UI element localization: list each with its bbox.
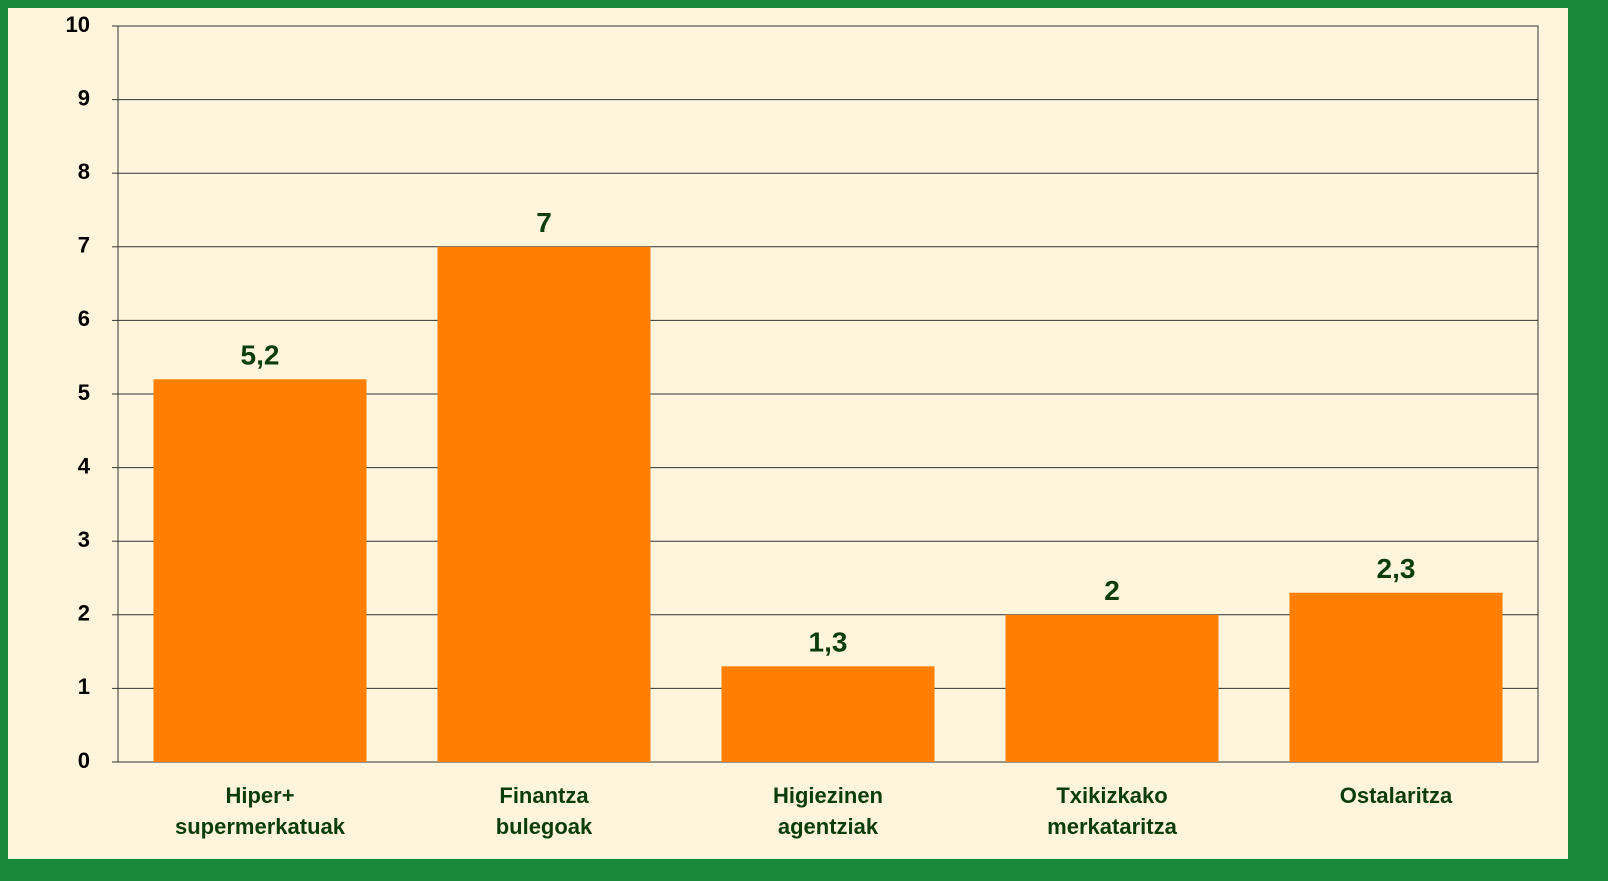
- y-tick-label: 6: [78, 306, 90, 331]
- y-tick-label: 1: [78, 674, 90, 699]
- y-tick-label: 4: [78, 453, 91, 478]
- y-tick-label: 10: [66, 12, 90, 37]
- x-tick-label: Hiper+ supermerkatuak: [175, 783, 346, 839]
- y-tick-label: 5: [78, 380, 90, 405]
- data-label: 7: [536, 207, 552, 238]
- bar: [1005, 614, 1219, 762]
- y-tick-label: 2: [78, 601, 90, 626]
- x-tick-label: Finantza bulegoak: [496, 783, 593, 839]
- bar: [153, 379, 367, 762]
- bar: [437, 246, 651, 763]
- x-tick-label: Txikizkako merkataritza: [1047, 783, 1177, 839]
- y-tick-label: 3: [78, 527, 90, 552]
- data-label: 2,3: [1377, 553, 1416, 584]
- y-tick-label: 0: [78, 748, 90, 773]
- y-tick-label: 9: [78, 85, 90, 110]
- y-tick-label: 7: [78, 233, 90, 258]
- data-label: 5,2: [241, 340, 280, 371]
- y-tick-label: 8: [78, 159, 90, 184]
- data-label: 2: [1104, 575, 1120, 606]
- bar: [721, 666, 935, 762]
- x-tick-label: Ostalaritza: [1340, 783, 1453, 808]
- data-label: 1,3: [809, 627, 848, 658]
- bar: [1289, 592, 1503, 762]
- x-tick-label: Higiezinen agentziak: [773, 783, 883, 839]
